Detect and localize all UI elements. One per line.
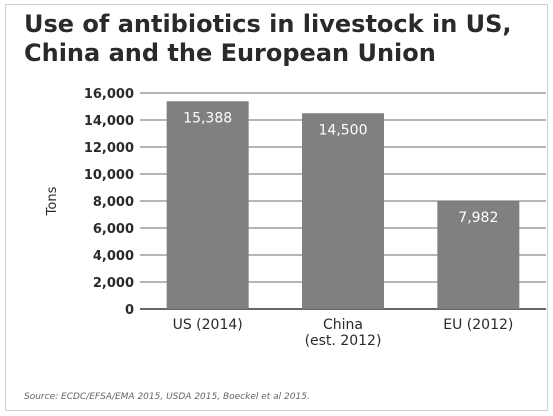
y-tick-label: 14,000 [84, 114, 134, 129]
bar-value-label: 14,500 [319, 122, 368, 138]
y-axis-title: Tons [45, 186, 60, 216]
y-tick-label: 0 [125, 303, 134, 318]
x-tick-label-line: (est. 2012) [305, 333, 382, 349]
bar [166, 101, 249, 310]
y-tick-label: 4,000 [93, 249, 134, 264]
y-tick-label: 6,000 [93, 222, 134, 237]
x-tick-label-line: China [323, 317, 363, 333]
bar-value-label: 7,982 [458, 210, 498, 226]
chart-title: Use of antibiotics in livestock in US, C… [24, 10, 512, 67]
x-tick-label-line: EU (2012) [443, 317, 513, 333]
bar [302, 113, 384, 309]
y-tick-label: 10,000 [84, 168, 134, 183]
x-tick-label-line: US (2014) [173, 317, 243, 333]
y-tick-label: 2,000 [93, 276, 134, 291]
bar-value-label: 15,388 [183, 110, 232, 126]
bar [437, 201, 520, 309]
y-tick-label: 16,000 [84, 87, 134, 102]
y-tick-label: 12,000 [84, 141, 134, 156]
x-tick-label: US (2014) [173, 317, 243, 333]
y-tick-label: 8,000 [93, 195, 134, 210]
source-note: Source: ECDC/EFSA/EMA 2015, USDA 2015, B… [24, 392, 310, 402]
x-tick-label: EU (2012) [443, 317, 513, 333]
x-tick-label: China (est. 2012) [305, 317, 382, 349]
